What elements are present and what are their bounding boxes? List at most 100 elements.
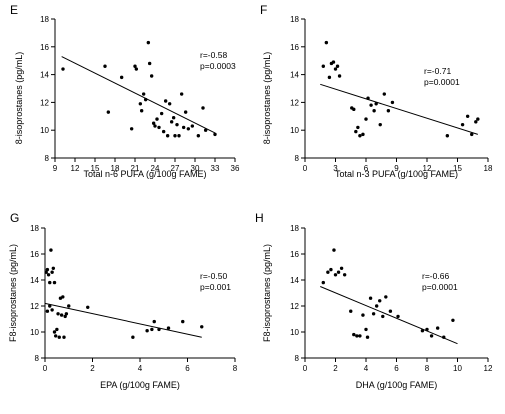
data-point — [175, 122, 179, 127]
data-point — [354, 129, 358, 134]
data-point — [56, 312, 60, 316]
data-point — [388, 309, 393, 313]
data-point — [86, 305, 90, 309]
x-tick-label: 0 — [43, 364, 48, 373]
y-tick-label: 16 — [40, 43, 49, 52]
x-tick-label: 8 — [233, 364, 238, 373]
x-axis-title: EPA (g/100g FAME) — [100, 380, 180, 390]
x-tick-label: 30 — [191, 164, 200, 173]
y-tick-label: 8 — [295, 354, 300, 363]
x-tick-label: 3 — [333, 164, 338, 173]
y-tick-label: 14 — [40, 71, 49, 80]
data-point — [374, 304, 379, 308]
data-point — [166, 326, 171, 330]
data-point — [372, 109, 376, 113]
data-point — [149, 74, 154, 78]
data-point — [165, 134, 170, 138]
data-point — [429, 334, 434, 338]
p-value-label: p=0.0001 — [422, 282, 458, 292]
x-tick-label: 24 — [151, 164, 160, 173]
r-value-label: r=-0.58 — [200, 50, 227, 60]
x-tick-label: 12 — [484, 364, 493, 373]
data-point — [352, 332, 356, 337]
data-point — [61, 295, 65, 299]
data-point — [321, 280, 325, 285]
r-value-label: r=-0.66 — [422, 271, 449, 281]
x-tick-label: 12 — [71, 164, 80, 173]
x-axis-title: Total n-6 PUFA (g/100g FAME) — [83, 169, 206, 179]
y-tick-label: 12 — [40, 98, 49, 107]
y-tick-label: 12 — [290, 302, 299, 311]
data-point — [366, 96, 370, 100]
data-point — [50, 270, 54, 274]
y-tick-label: 8 — [45, 154, 50, 163]
data-point — [152, 319, 156, 324]
data-point — [364, 117, 368, 121]
data-point — [45, 309, 50, 313]
y-tick-label: 16 — [30, 250, 39, 259]
data-point — [147, 61, 152, 66]
y-tick-label: 8 — [35, 354, 40, 363]
data-point — [181, 319, 185, 324]
data-point — [129, 127, 134, 131]
x-tick-label: 2 — [90, 364, 95, 373]
data-point — [167, 102, 172, 106]
x-tick-label: 8 — [425, 364, 430, 373]
data-point — [356, 125, 360, 130]
data-point — [157, 125, 161, 130]
data-point — [378, 299, 382, 303]
data-point — [131, 335, 135, 339]
data-point — [173, 134, 177, 138]
data-point — [342, 273, 347, 277]
data-point — [141, 92, 146, 96]
data-point — [119, 75, 124, 80]
data-point — [361, 132, 365, 137]
data-point — [352, 107, 356, 112]
data-point — [159, 111, 164, 116]
data-point — [460, 122, 465, 127]
data-point — [200, 325, 204, 329]
data-point — [163, 99, 168, 103]
y-tick-label: 18 — [40, 15, 49, 24]
x-axis-title: DHA (g/100g FAME) — [356, 380, 438, 390]
y-tick-label: 10 — [290, 328, 299, 337]
regression-line — [44, 302, 202, 338]
data-point — [44, 270, 48, 274]
data-point — [442, 335, 446, 339]
y-axis-title: F8-isoprostanes (pg/mL) — [8, 244, 18, 342]
panel-letter: G — [10, 211, 19, 225]
data-point — [186, 127, 191, 131]
y-axis-title: 8-isoprostanes (pg/mL) — [262, 52, 272, 145]
x-tick-label: 0 — [303, 364, 308, 373]
y-tick-label: 18 — [290, 224, 299, 233]
y-tick-label: 12 — [290, 98, 299, 107]
data-point — [103, 64, 107, 68]
data-point — [327, 75, 332, 80]
data-point — [52, 330, 57, 334]
data-point — [139, 109, 144, 113]
x-tick-label: 9 — [394, 164, 399, 173]
y-tick-label: 10 — [30, 328, 39, 337]
data-point — [358, 134, 362, 138]
y-tick-label: 18 — [290, 15, 299, 24]
x-tick-label: 12 — [423, 164, 432, 173]
x-tick-label: 6 — [185, 364, 190, 373]
chart-panel: G 0 2 4 6 8 8 10 12 14 16 18 EPA (g/100g FAME) F8-iso… — [8, 211, 238, 390]
data-point — [349, 309, 353, 313]
x-tick-label: 4 — [138, 364, 143, 373]
r-value-label: r=-0.71 — [424, 66, 451, 76]
data-point — [151, 121, 156, 125]
x-tick-label: 0 — [303, 164, 308, 173]
y-tick-label: 16 — [290, 43, 299, 52]
x-tick-label: 27 — [171, 164, 180, 173]
data-point — [171, 115, 176, 120]
regression-line — [320, 83, 478, 135]
data-point — [321, 64, 325, 68]
p-value-label: p=0.001 — [200, 282, 231, 292]
data-point — [368, 296, 373, 300]
x-tick-label: 21 — [131, 164, 140, 173]
data-point — [445, 134, 450, 138]
y-tick-label: 12 — [30, 302, 39, 311]
